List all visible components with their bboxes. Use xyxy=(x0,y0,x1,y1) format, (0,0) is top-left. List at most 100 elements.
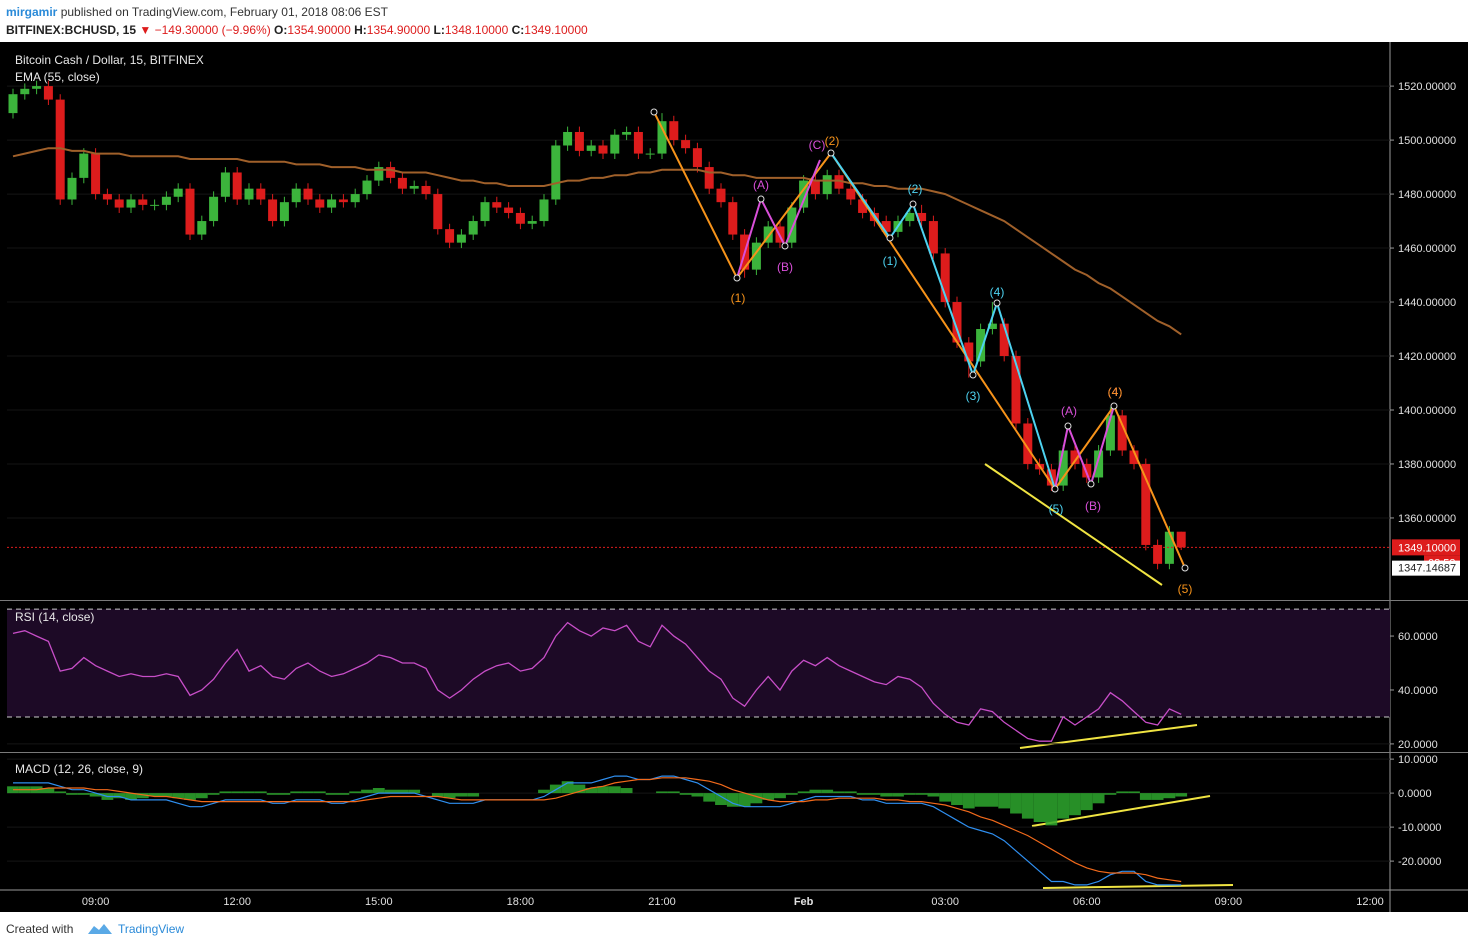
candle-body xyxy=(268,199,278,222)
price-marker-box xyxy=(1392,560,1460,576)
histogram-bar xyxy=(856,793,869,795)
wave-point xyxy=(781,242,789,250)
candle-body xyxy=(279,202,289,222)
ohlc-value: 1354.90000 xyxy=(367,23,431,37)
legend-entry: MACD (12, 26, close, 9) xyxy=(15,762,143,776)
wave-point xyxy=(1110,402,1118,410)
candle-body xyxy=(1141,463,1151,545)
header-line-1: mirgamir published on TradingView.com, F… xyxy=(6,5,389,19)
candle-body xyxy=(8,94,18,114)
candle-body xyxy=(374,167,384,181)
histogram-bar xyxy=(337,793,350,795)
candle-body xyxy=(622,131,632,135)
candle-body xyxy=(928,221,938,254)
histogram-bar xyxy=(738,793,751,807)
y-tick-label: -20.0000 xyxy=(1398,856,1441,868)
candle-body xyxy=(397,177,407,189)
wave-label: (1) xyxy=(731,291,746,305)
legend-entry: RSI (14, close) xyxy=(15,610,94,624)
candle-body xyxy=(751,242,761,270)
wave-label: (4) xyxy=(1108,385,1123,399)
x-tick-label: Feb xyxy=(794,896,814,908)
candle-body xyxy=(586,145,596,151)
histogram-bar xyxy=(290,791,303,794)
candle-body xyxy=(964,342,974,362)
histogram-bar xyxy=(1128,791,1140,794)
last-price-box xyxy=(1392,539,1460,556)
candle-body xyxy=(763,226,773,243)
candle-body xyxy=(315,199,325,208)
ohlc-value: 1354.90000 xyxy=(287,23,351,37)
histogram-bar xyxy=(691,793,704,797)
y-tick-label: 0.0000 xyxy=(1398,788,1432,800)
wave-point xyxy=(827,149,835,157)
histogram-bar xyxy=(986,793,999,807)
x-tick-label: 03:00 xyxy=(931,896,959,908)
trend-line xyxy=(1031,795,1211,827)
y-tick-label: 1420.00000 xyxy=(1398,351,1456,363)
wave-label: (4) xyxy=(990,285,1005,299)
candle-body xyxy=(1011,356,1021,424)
histogram-bar xyxy=(54,791,67,794)
trend-line xyxy=(984,463,1163,586)
y-tick-label: -10.0000 xyxy=(1398,822,1441,834)
histogram-bar xyxy=(939,793,952,802)
candle-body xyxy=(1058,450,1068,486)
brand-link[interactable]: TradingView xyxy=(118,922,184,936)
histogram-bar xyxy=(1057,793,1070,819)
macd-line xyxy=(13,775,1182,886)
histogram-bar xyxy=(184,793,196,800)
histogram-bar xyxy=(302,791,314,794)
candle-body xyxy=(598,145,608,154)
histogram-bar xyxy=(549,784,562,794)
histogram-bar xyxy=(66,793,78,795)
candle-body xyxy=(433,194,443,230)
x-tick-label: 21:00 xyxy=(648,896,676,908)
candle-body xyxy=(539,199,549,222)
wave-line xyxy=(736,159,821,279)
candle-body xyxy=(480,202,490,222)
wave-point xyxy=(993,299,1001,307)
y-tick-label: 60.0000 xyxy=(1398,631,1438,643)
wave-point xyxy=(1051,485,1059,493)
histogram-bar xyxy=(160,793,173,797)
candle-body xyxy=(173,188,183,197)
x-tick-label: 06:00 xyxy=(1073,896,1101,908)
y-tick-label: 1480.00000 xyxy=(1398,189,1456,201)
candle-body xyxy=(1176,531,1186,548)
candle-body xyxy=(79,153,89,178)
x-tick-label: 15:00 xyxy=(365,896,393,908)
wave-point xyxy=(733,274,741,282)
histogram-bar xyxy=(1092,793,1105,804)
histogram-bar xyxy=(254,791,267,794)
wave-label: (3) xyxy=(966,389,981,403)
histogram-bar xyxy=(42,788,55,794)
ema-line xyxy=(12,147,1182,336)
candle-body xyxy=(197,221,207,235)
histogram-bar xyxy=(89,793,102,797)
x-tick-label: 09:00 xyxy=(1215,896,1243,908)
wave-point xyxy=(969,371,977,379)
y-tick-label: 1380.00000 xyxy=(1398,459,1456,471)
wave-label: (A) xyxy=(1061,404,1077,418)
candle-body xyxy=(114,199,124,208)
histogram-bar xyxy=(1104,793,1117,795)
candle-body xyxy=(1023,423,1033,464)
last-price-label: 1349.10000 xyxy=(1398,542,1456,554)
candle-body xyxy=(1129,450,1139,464)
candle-body xyxy=(232,172,242,200)
user-link[interactable]: mirgamir xyxy=(6,5,58,19)
histogram-bar xyxy=(455,793,468,797)
wave-line xyxy=(830,152,1056,490)
candle-body xyxy=(716,188,726,203)
histogram-bar xyxy=(833,791,845,794)
histogram-bar xyxy=(1021,793,1034,819)
histogram-bar xyxy=(1151,793,1164,800)
histogram-bar xyxy=(868,793,881,795)
candle-body xyxy=(905,212,915,222)
published: published on TradingView.com, February 0… xyxy=(57,5,388,19)
candle-body xyxy=(209,196,219,222)
candle-body xyxy=(657,121,667,154)
histogram-bar xyxy=(384,789,397,794)
candle-body xyxy=(692,148,702,168)
